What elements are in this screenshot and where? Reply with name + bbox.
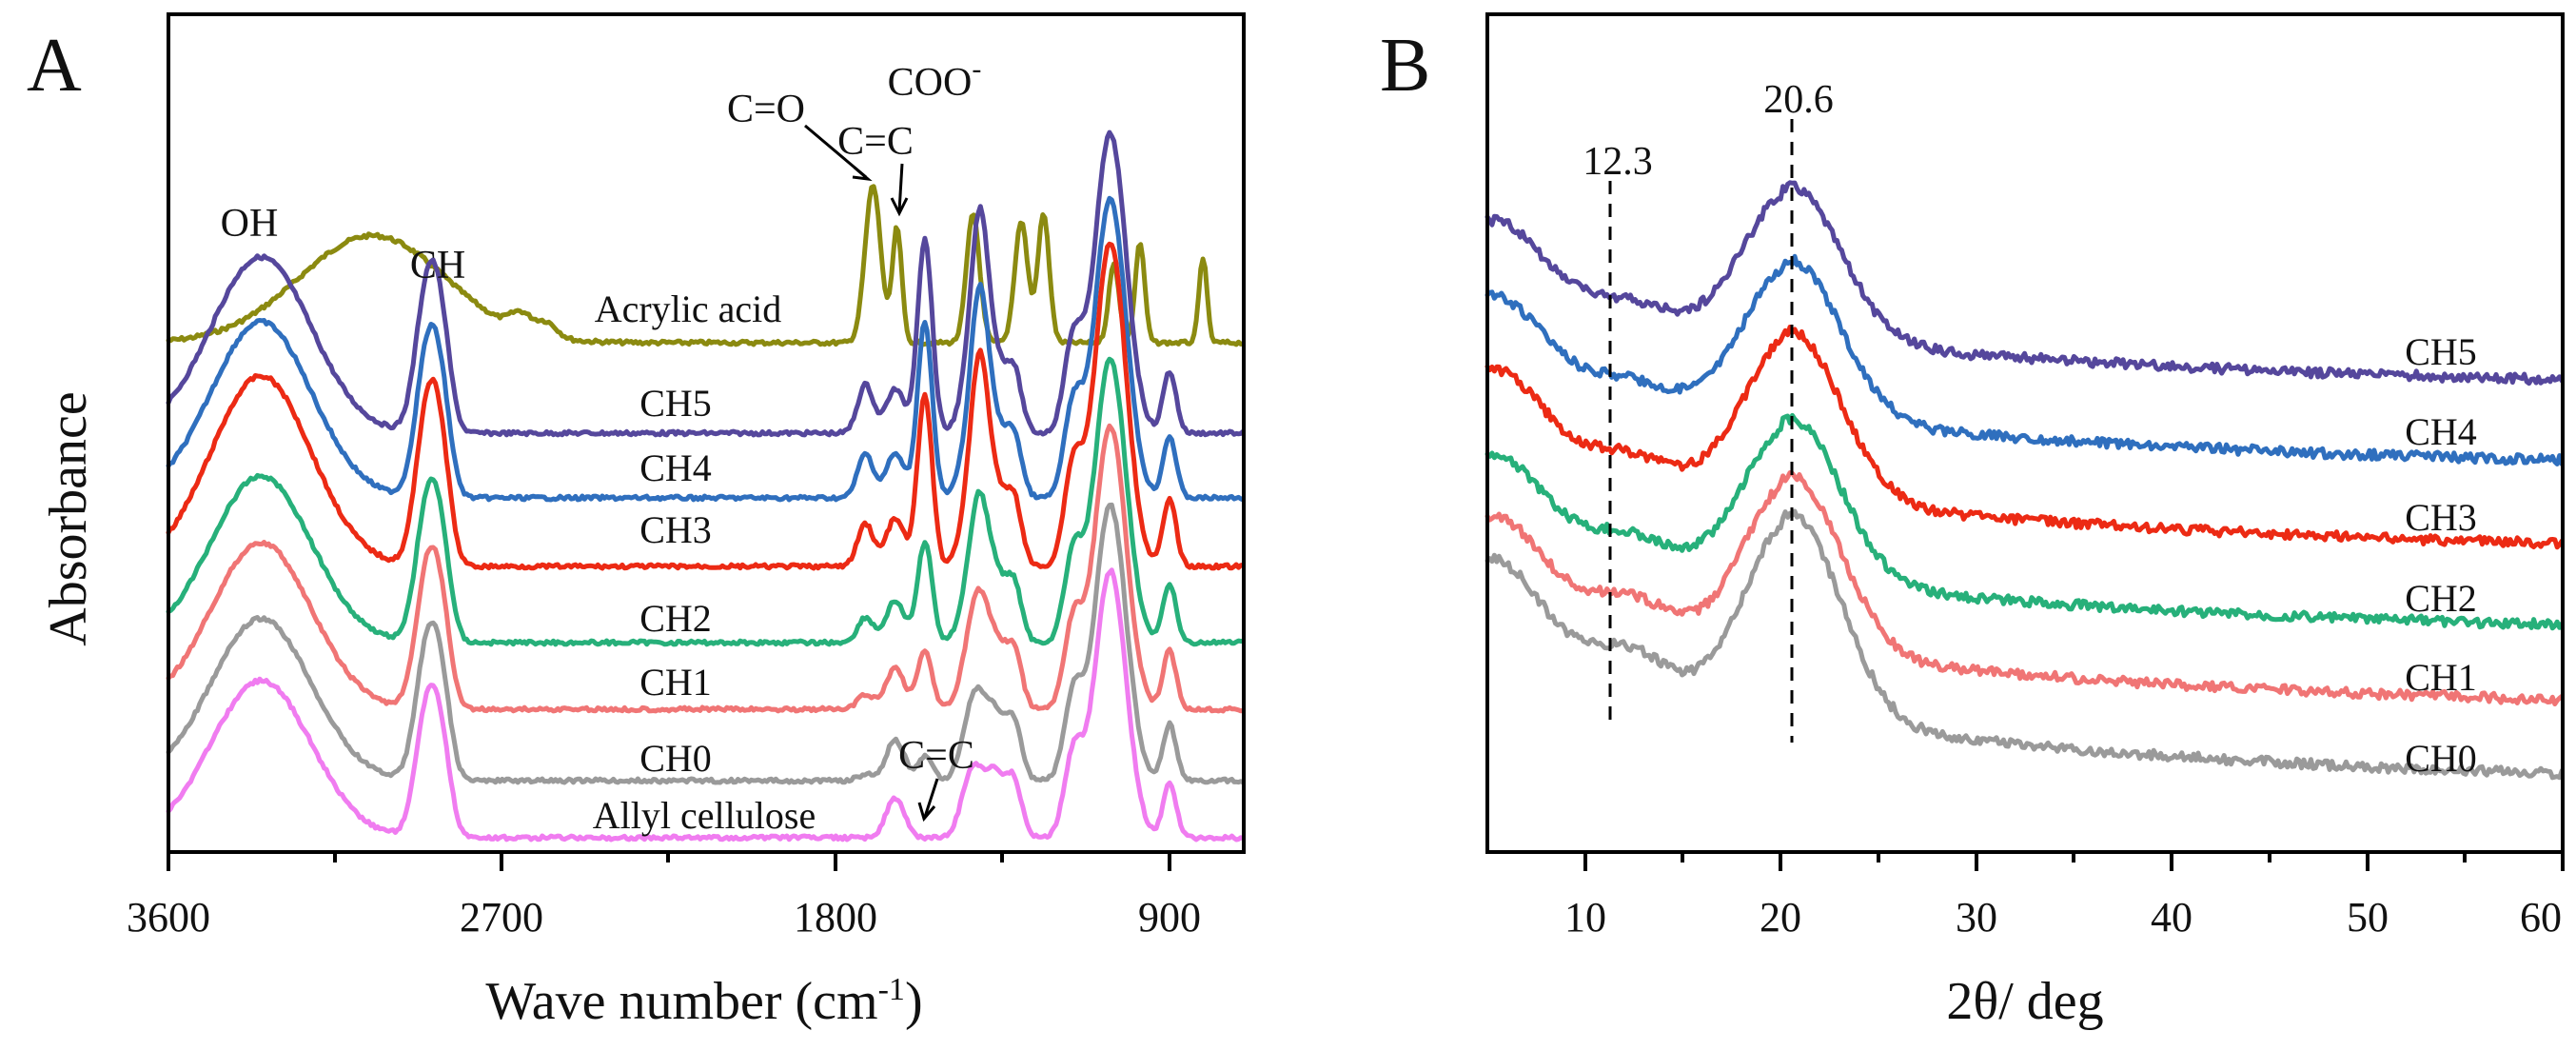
arrowhead-cc (890, 197, 909, 217)
b-tick-label-10: 10 (1564, 894, 1606, 941)
panel-b-frame (1485, 12, 2565, 854)
a-series-line-ch2 (166, 356, 1246, 647)
a-xlabel-end: ) (905, 972, 923, 1031)
b-series-line-ch5 (1485, 180, 2565, 387)
b-label-ch1: CH1 (2405, 656, 2477, 699)
b-x-axis-title: 2θ/ deg (1946, 972, 2103, 1031)
b-label-ch5: CH5 (2405, 330, 2477, 373)
a-label-ch5: CH5 (639, 382, 712, 425)
arrow-cc-allyl (923, 778, 939, 818)
a-ann-coo: COO- (888, 53, 982, 105)
b-label-ch0: CH0 (2405, 737, 2477, 780)
b-tick-label-40: 40 (2151, 894, 2193, 941)
a-label-ch2: CH2 (639, 597, 712, 640)
b-series-line-ch1 (1485, 470, 2565, 706)
a-ann-co: C=O (727, 88, 805, 131)
a-label-acrylic-acid: Acrylic acid (595, 288, 782, 330)
a-x-axis-title: Wave number (cm-1) (485, 972, 922, 1031)
a-ann-oh: OH (221, 202, 279, 246)
panel-a: A 3600 2700 1800 900 Wave number (cm-1) … (27, 12, 1246, 1031)
panel-b-letter: B (1380, 24, 1430, 108)
a-series-line-ch0 (166, 502, 1246, 785)
a-series-line-ch5 (166, 129, 1246, 438)
panel-a-ticks (167, 852, 1171, 871)
a-ann-cc: C=C (837, 120, 914, 164)
b-label-ch2: CH2 (2405, 577, 2477, 620)
a-series-line-ch1 (166, 423, 1246, 714)
b-series-line-ch0 (1485, 508, 2565, 781)
panel-b: B 12.3 20.6 10 20 30 40 50 60 2θ/ deg CH… (1380, 12, 2565, 1031)
b-label-ch3: CH3 (2405, 496, 2477, 539)
b-tick-label-20: 20 (1760, 894, 1801, 941)
arrowhead-cc-allyl (917, 802, 936, 823)
a-ann-ch: CH (410, 244, 465, 288)
b-series-line-ch4 (1485, 253, 2565, 466)
b-label-ch4: CH4 (2405, 410, 2477, 453)
b-series-line-ch3 (1485, 325, 2565, 550)
panel-b-ticks (1583, 852, 2565, 871)
panel-a-frame (167, 12, 1246, 854)
b-marker-label-20-6: 20.6 (1763, 78, 1834, 122)
a-ann-cc-allyl: C=C (898, 734, 974, 778)
arrow-cc (897, 163, 904, 212)
a-xlabel-main: Wave number (cm (485, 972, 877, 1031)
a-series-line-allyl-cellulose (166, 567, 1246, 843)
b-tick-label-60: 60 (2520, 894, 2562, 941)
a-label-ch3: CH3 (639, 508, 712, 551)
b-tick-label-50: 50 (2347, 894, 2389, 941)
a-annotation-arrows (804, 124, 939, 823)
b-marker-label-12-3: 12.3 (1583, 140, 1653, 184)
a-label-ch1: CH1 (639, 661, 712, 704)
b-tick-label-30: 30 (1956, 894, 1997, 941)
panel-b-curves (1485, 180, 2565, 781)
a-ann-coo-sup: - (972, 53, 981, 85)
a-tick-label-900: 900 (1138, 894, 1201, 941)
a-y-axis-title: Absorbance (39, 391, 98, 645)
arrowhead-co (852, 166, 873, 182)
panel-a-letter: A (27, 24, 82, 108)
a-tick-label-2700: 2700 (460, 894, 543, 941)
b-series-line-ch2 (1485, 412, 2565, 631)
a-label-allyl-cellulose: Allyl cellulose (593, 794, 816, 837)
panel-a-curves (166, 129, 1246, 843)
a-series-line-ch3 (166, 241, 1246, 571)
a-tick-label-3600: 3600 (127, 894, 210, 941)
a-series-line-acrylic-acid (166, 184, 1246, 347)
a-series-line-ch4 (166, 195, 1246, 503)
a-xlabel-sup: -1 (878, 972, 905, 1007)
a-ann-coo-text: COO (888, 61, 973, 105)
a-label-ch0: CH0 (639, 737, 712, 780)
a-tick-label-1800: 1800 (794, 894, 877, 941)
a-label-ch4: CH4 (639, 446, 712, 489)
